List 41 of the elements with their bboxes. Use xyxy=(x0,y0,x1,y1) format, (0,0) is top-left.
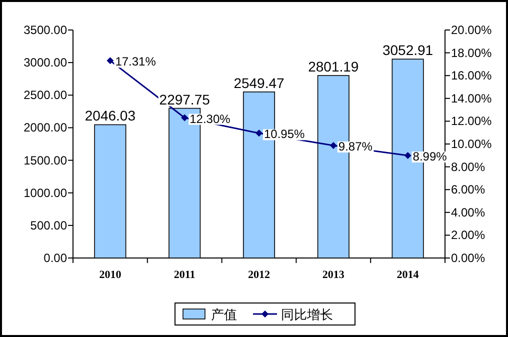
y2-tick-label: 0.00% xyxy=(451,251,486,265)
y2-tick-label: 8.00% xyxy=(451,160,486,174)
y2-tick-label: 2.00% xyxy=(451,228,486,242)
y-tick-label: 3500.00 xyxy=(24,23,68,37)
point xyxy=(330,142,337,149)
y-tick-label: 3000.00 xyxy=(24,56,68,70)
point xyxy=(181,114,188,122)
y2-tick-label: 16.00% xyxy=(451,68,492,83)
data-label: 17.31% xyxy=(115,54,156,69)
y-tick-label: 2000.00 xyxy=(24,120,68,135)
y2-tick-label: 10.00% xyxy=(451,137,492,151)
x-tick-label: 2013 xyxy=(322,269,345,281)
x-tick-label: 2011 xyxy=(174,269,196,281)
y-tick-label: 500.00 xyxy=(30,218,68,232)
data-label: 2046.03 xyxy=(84,108,136,124)
legend-label: 产值 xyxy=(211,308,237,323)
point xyxy=(106,57,114,64)
data-label: 10.95% xyxy=(264,127,306,142)
y2-tick-label: 4.00% xyxy=(451,205,486,220)
data-label: 3052.91 xyxy=(382,42,434,58)
data-label: 2801.19 xyxy=(308,58,359,75)
y-tick-label: 0.00 xyxy=(44,251,68,265)
y2-tick-label: 18.00% xyxy=(451,46,492,60)
y2-tick-label: 14.00% xyxy=(451,91,492,106)
x-tick-label: 2010 xyxy=(99,269,122,281)
y2-tick-label: 12.00% xyxy=(451,114,492,128)
x-tick-label: 2012 xyxy=(248,269,270,281)
data-label: 9.87% xyxy=(338,139,373,154)
y2-tick-label: 6.00% xyxy=(451,182,486,197)
y-tick-label: 1000.00 xyxy=(24,186,68,200)
point xyxy=(256,130,262,137)
point xyxy=(404,152,412,160)
legend-label: 同比增长 xyxy=(281,308,333,323)
data-label: 2297.75 xyxy=(159,91,210,108)
y-tick-label: 1500.00 xyxy=(24,153,68,168)
y-tick-label: 2500.00 xyxy=(24,88,68,102)
x-tick-label: 2014 xyxy=(396,269,420,281)
data-label: 2549.47 xyxy=(234,74,285,91)
data-label: 8.99% xyxy=(412,150,448,164)
y2-tick-label: 20.00% xyxy=(451,23,492,37)
data-label: 12.30% xyxy=(190,112,231,126)
